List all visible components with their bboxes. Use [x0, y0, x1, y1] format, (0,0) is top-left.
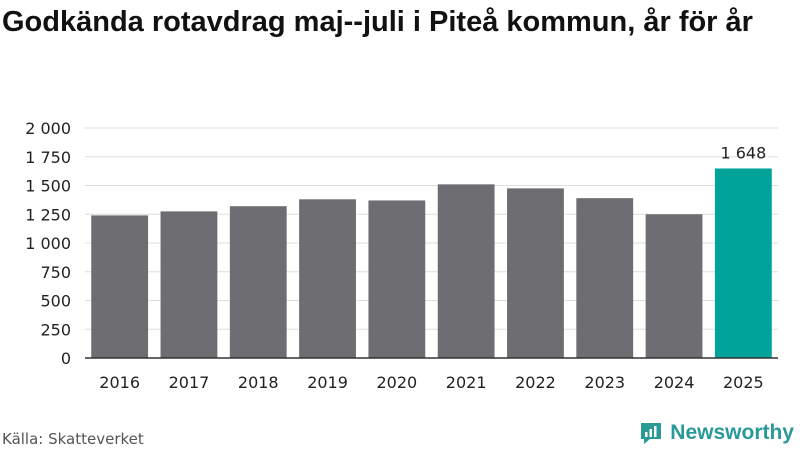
source-note: Källa: Skatteverket [2, 430, 144, 448]
y-tick-label: 0 [61, 349, 71, 368]
bar-2017 [160, 211, 218, 358]
y-tick-label: 1 750 [25, 148, 71, 167]
y-tick-label: 250 [40, 320, 71, 339]
newsworthy-logo-icon [641, 423, 662, 444]
bar-2016 [91, 215, 149, 358]
x-tick-label: 2022 [515, 373, 556, 392]
bar-2018 [229, 206, 287, 358]
x-tick-label: 2023 [584, 373, 625, 392]
x-tick-label: 2025 [723, 373, 764, 392]
y-tick-label: 500 [40, 292, 71, 311]
bar-2023 [576, 198, 634, 358]
chart-title: Godkända rotavdrag maj--juli i Piteå kom… [2, 6, 753, 38]
bar-chart: 0 250 500 750 1 000 1 250 1 500 1 750 2 000 2016 2… [25, 119, 778, 392]
bar-2019 [299, 199, 356, 358]
y-tick-label: 1 250 [25, 205, 71, 224]
x-tick-label: 2019 [307, 373, 348, 392]
y-tick-label: 2 000 [25, 119, 71, 138]
y-tick-label: 1 500 [25, 177, 71, 196]
y-tick-label: 750 [40, 263, 71, 282]
x-tick-label: 2016 [99, 373, 140, 392]
y-tick-label: 1 000 [25, 234, 71, 253]
bar-2024 [645, 214, 703, 358]
x-tick-label: 2017 [169, 373, 210, 392]
newsworthy-logo: Newsworthy [638, 420, 794, 446]
x-tick-label: 2021 [446, 373, 487, 392]
brand-name: Newsworthy [670, 421, 794, 444]
bar-2021 [437, 184, 495, 358]
bar-2022 [507, 188, 564, 358]
x-tick-label: 2018 [238, 373, 279, 392]
bar-2020 [368, 200, 426, 358]
data-label: 1 648 [720, 143, 766, 162]
x-tick-label: 2024 [654, 373, 695, 392]
x-tick-label: 2020 [376, 373, 417, 392]
bar-2025 [714, 168, 772, 358]
